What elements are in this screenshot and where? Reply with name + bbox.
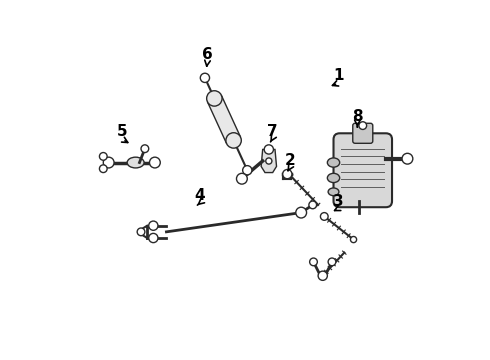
Circle shape <box>149 221 158 230</box>
Circle shape <box>137 228 145 236</box>
Ellipse shape <box>328 188 339 195</box>
Text: 5: 5 <box>117 124 128 139</box>
Text: 6: 6 <box>202 47 213 62</box>
Text: 4: 4 <box>194 188 205 203</box>
FancyBboxPatch shape <box>353 123 373 143</box>
Circle shape <box>296 207 307 218</box>
Circle shape <box>328 258 336 266</box>
Circle shape <box>310 258 318 266</box>
Text: 3: 3 <box>333 194 343 208</box>
Text: 8: 8 <box>352 109 363 124</box>
Circle shape <box>320 213 328 220</box>
Polygon shape <box>207 95 241 144</box>
Circle shape <box>318 271 327 280</box>
Text: 2: 2 <box>284 153 295 168</box>
Circle shape <box>264 145 273 154</box>
Ellipse shape <box>327 158 340 167</box>
Circle shape <box>99 165 107 172</box>
Polygon shape <box>261 149 276 172</box>
Text: 7: 7 <box>267 124 277 139</box>
Circle shape <box>103 157 114 168</box>
Circle shape <box>402 153 413 164</box>
Circle shape <box>99 153 107 160</box>
FancyBboxPatch shape <box>334 133 392 207</box>
Circle shape <box>266 158 272 164</box>
Circle shape <box>237 173 247 184</box>
Circle shape <box>207 91 222 106</box>
Circle shape <box>226 133 241 148</box>
Circle shape <box>243 166 252 175</box>
Circle shape <box>309 201 317 209</box>
Circle shape <box>283 170 292 179</box>
Circle shape <box>200 73 210 82</box>
Circle shape <box>149 157 160 168</box>
Ellipse shape <box>327 173 340 183</box>
Text: 1: 1 <box>333 68 343 83</box>
Circle shape <box>141 145 149 153</box>
Circle shape <box>350 237 357 243</box>
Circle shape <box>149 233 158 243</box>
Circle shape <box>359 122 367 130</box>
Ellipse shape <box>127 157 144 168</box>
